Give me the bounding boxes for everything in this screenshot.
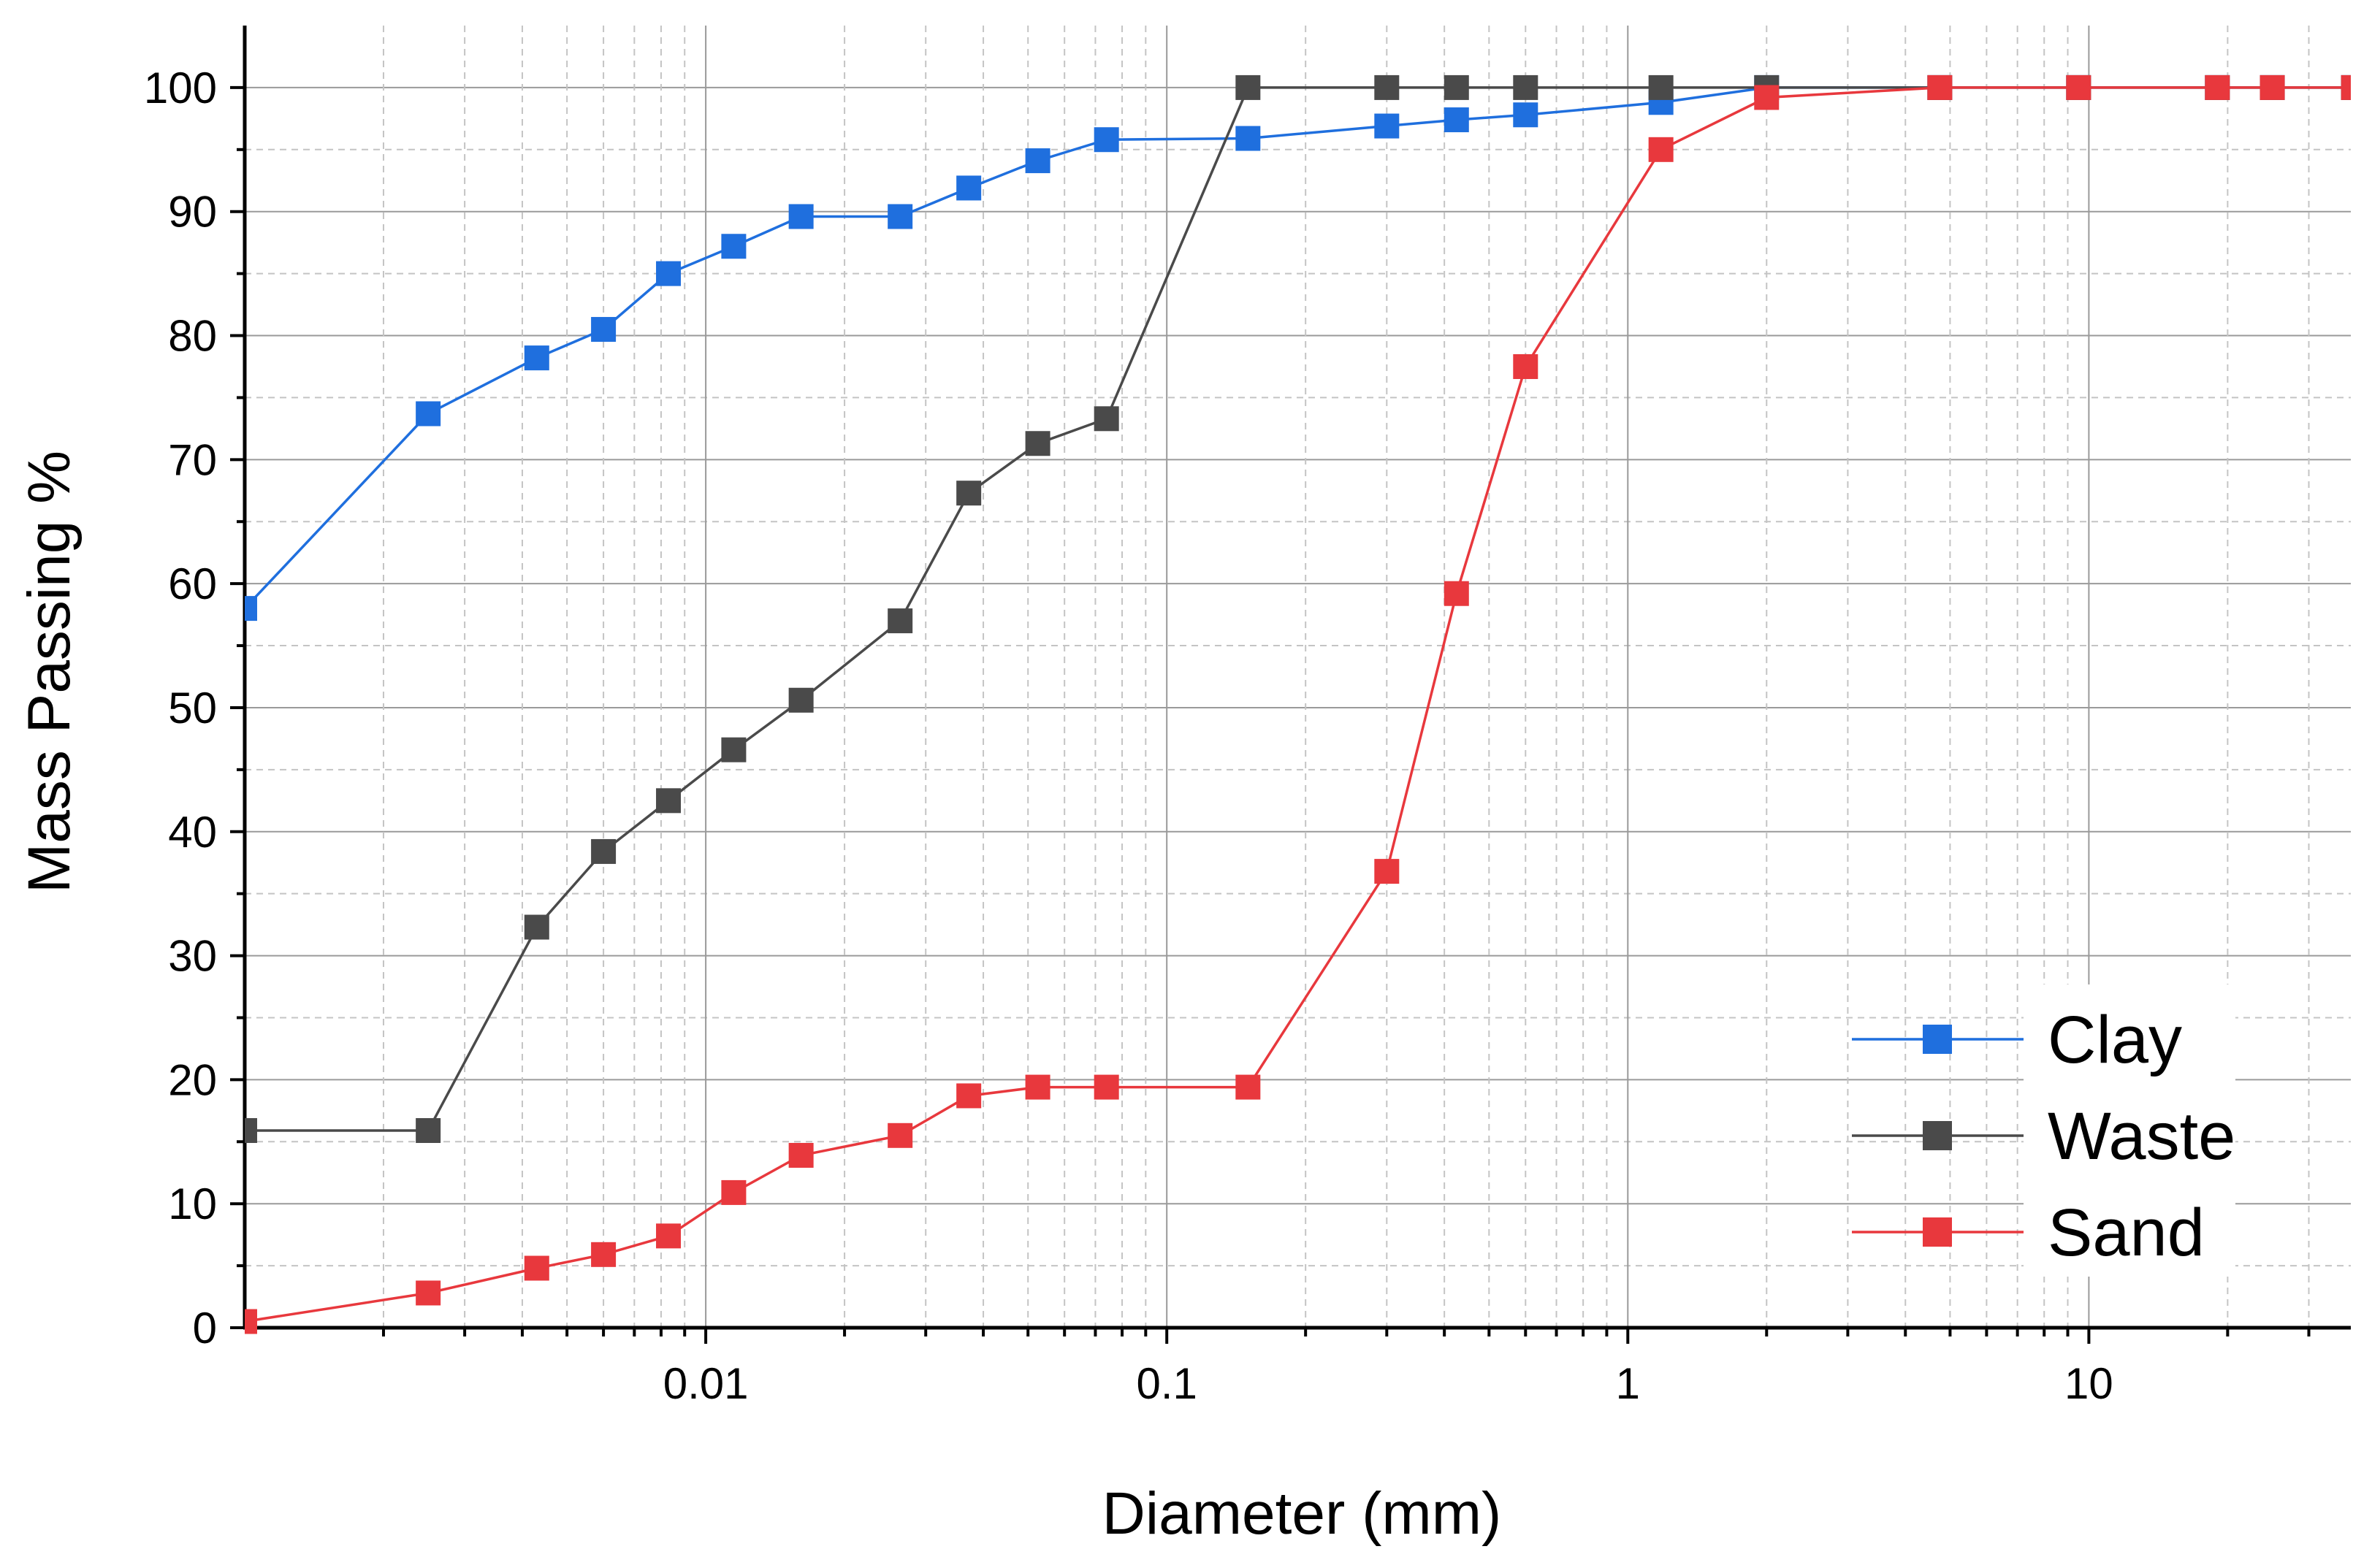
y-tick-label: 30: [168, 932, 217, 981]
waste-point: [1025, 431, 1050, 456]
x-tick-label: 0.01: [663, 1359, 749, 1408]
waste-point: [1235, 74, 1261, 100]
waste-point: [245, 1118, 257, 1144]
sand-line: [245, 86, 2351, 1323]
grid-layer: [245, 26, 2351, 1328]
clay-point: [721, 234, 747, 259]
legend-background: [2024, 984, 2235, 1277]
waste-point: [656, 788, 682, 814]
y-axis: 0 10 20 30 40 50 60 70 80 90 100: [144, 64, 245, 1353]
sand-point: [1927, 74, 1953, 100]
sand-point: [2066, 74, 2091, 100]
x-tick-label: 10: [2064, 1359, 2113, 1408]
clay-point: [1374, 113, 1400, 139]
x-tick-label: 0.1: [1136, 1359, 1197, 1408]
legend: Clay Waste Sand: [1852, 984, 2235, 1277]
clay-point: [888, 204, 913, 229]
waste-line: [245, 86, 2351, 1132]
clay-point: [788, 204, 814, 229]
sand-point: [1025, 1074, 1050, 1100]
y-tick-label: 50: [168, 684, 217, 733]
plot-frame: [243, 26, 2351, 1330]
sand-point: [956, 1083, 982, 1109]
series-clay: [245, 74, 2351, 622]
clay-point: [1025, 148, 1050, 174]
clay-point: [245, 596, 257, 622]
x-axis: 0.01 0.1 1 10: [381, 1328, 2311, 1408]
sand-point: [1754, 85, 1780, 110]
legend-marker: [1923, 1121, 1952, 1150]
y-axis-title: Mass Passing %: [16, 451, 83, 893]
sand-point: [2259, 74, 2285, 100]
waste-point: [1513, 74, 1538, 100]
sand-point: [721, 1179, 747, 1205]
clay-point: [956, 175, 982, 201]
y-tick-label: 80: [168, 312, 217, 361]
sand-point: [416, 1280, 441, 1306]
sand-point: [2341, 74, 2351, 100]
legend-marker: [1923, 1025, 1952, 1054]
y-tick-label: 90: [168, 188, 217, 237]
waste-point: [1094, 406, 1119, 432]
legend-label: Sand: [2048, 1196, 2205, 1270]
clay-line: [245, 86, 2351, 610]
series-layer: [245, 74, 2351, 1334]
sand-point: [1094, 1074, 1119, 1100]
clay-point: [416, 401, 441, 427]
waste-point: [1648, 74, 1674, 100]
legend-label: Clay: [2048, 1003, 2182, 1077]
sand-point: [656, 1223, 682, 1249]
clay-point: [1444, 107, 1469, 133]
clay-point: [1235, 126, 1261, 151]
legend-marker: [1923, 1217, 1952, 1247]
clay-point: [591, 317, 617, 343]
waste-point: [1444, 74, 1469, 100]
y-tick-label: 60: [168, 559, 217, 608]
sand-point: [1235, 1074, 1261, 1100]
waste-point: [788, 687, 814, 713]
waste-point: [416, 1118, 441, 1144]
sand-point: [245, 1309, 257, 1334]
sand-point: [888, 1123, 913, 1148]
waste-point: [721, 737, 747, 762]
sand-point: [524, 1255, 549, 1281]
sand-point: [1444, 581, 1469, 606]
y-tick-label: 0: [193, 1304, 217, 1353]
series-sand: [245, 74, 2351, 1334]
series-waste: [245, 74, 2351, 1144]
clay-point: [1513, 102, 1538, 128]
clay-point: [1094, 127, 1119, 153]
clay-point: [656, 261, 682, 286]
y-tick-label: 10: [168, 1179, 217, 1228]
waste-point: [591, 838, 617, 864]
waste-point: [888, 608, 913, 634]
sand-point: [788, 1142, 814, 1168]
x-tick-label: 1: [1616, 1359, 1640, 1408]
y-tick-label: 100: [144, 64, 217, 112]
sand-point: [2205, 74, 2230, 100]
waste-point: [956, 481, 982, 506]
sand-point: [1513, 353, 1538, 379]
waste-point: [1374, 74, 1400, 100]
sand-point: [591, 1242, 617, 1267]
clay-point: [524, 345, 549, 371]
sand-point: [1374, 859, 1400, 884]
legend-label: Waste: [2048, 1099, 2235, 1174]
x-axis-title: Diameter (mm): [1102, 1480, 1502, 1547]
y-tick-label: 20: [168, 1055, 217, 1104]
y-tick-label: 70: [168, 435, 217, 484]
waste-point: [524, 914, 549, 940]
y-tick-label: 40: [168, 808, 217, 857]
sand-point: [1648, 137, 1674, 162]
